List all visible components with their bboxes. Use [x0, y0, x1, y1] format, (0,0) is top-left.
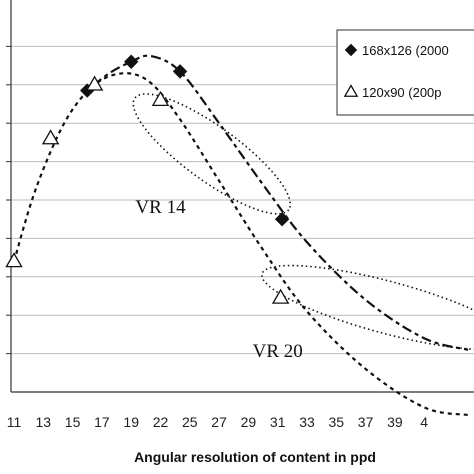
x-tick-label: 37 — [358, 414, 374, 430]
grid-lines — [11, 45, 474, 355]
data-point-triangle — [271, 288, 290, 304]
x-tick-label: 13 — [36, 414, 52, 430]
x-axis-label: Angular resolution of content in ppd — [134, 449, 376, 465]
x-tick-label: 25 — [182, 414, 198, 430]
data-markers — [5, 54, 290, 304]
legend-marker-diamond — [344, 43, 358, 57]
data-point-triangle — [85, 75, 104, 91]
trend-lines — [12, 54, 469, 417]
legend: 168x126 (2000 120x90 (200p — [336, 29, 474, 116]
legend-label: 120x90 (200p — [362, 85, 442, 100]
data-point-triangle — [151, 90, 170, 107]
legend-label: 168x126 (2000 — [362, 43, 449, 58]
annotation-labels: VR 14 VR 20 — [135, 197, 302, 362]
annotation-label: VR 20 — [253, 341, 303, 362]
x-tick-label: 33 — [299, 414, 315, 430]
x-tick-label: 15 — [65, 414, 81, 430]
annotation-ellipse — [261, 264, 474, 351]
x-tick-label: 17 — [94, 414, 110, 430]
x-tick-label: 31 — [270, 414, 286, 430]
legend-box — [336, 29, 474, 116]
data-point-diamond — [274, 211, 290, 227]
data-point-triangle — [5, 252, 23, 268]
trend-line-series-2 — [12, 72, 469, 417]
x-tick-label: 19 — [123, 414, 139, 430]
data-point-triangle — [41, 129, 60, 145]
x-tick-label: 27 — [211, 414, 227, 430]
x-tick-label: 39 — [387, 414, 403, 430]
data-point-diamond — [172, 64, 188, 79]
x-tick-labels: 11 13 15 17 19 22 25 27 29 31 33 35 37 39 4 — [7, 414, 429, 430]
data-point-diamond — [123, 54, 139, 69]
annotation-label: VR 14 — [135, 197, 186, 218]
x-tick-label: 29 — [241, 414, 257, 430]
x-tick-label: 11 — [7, 414, 22, 430]
annotation-ellipses — [132, 93, 474, 351]
legend-marker-triangle — [343, 84, 359, 97]
x-tick-label: 22 — [153, 414, 169, 430]
x-tick-label: 35 — [329, 414, 345, 430]
x-tick-label: 4 — [420, 414, 428, 430]
